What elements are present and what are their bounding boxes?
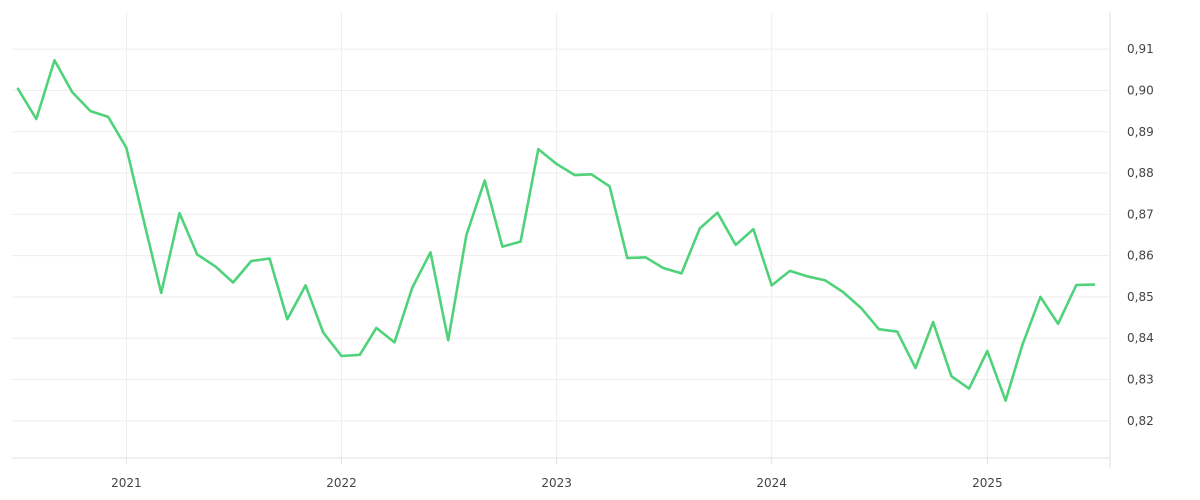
y-tick-label: 0,89 bbox=[1127, 125, 1154, 139]
x-tick-label: 2024 bbox=[756, 476, 787, 490]
y-tick-label: 0,88 bbox=[1127, 166, 1154, 180]
y-tick-label: 0,91 bbox=[1127, 42, 1154, 56]
y-tick-label: 0,82 bbox=[1127, 414, 1154, 428]
y-tick-label: 0,90 bbox=[1127, 83, 1154, 97]
x-axis-ticks: 2021 2022 2023 2024 2025 bbox=[111, 458, 1003, 490]
y-tick-label: 0,86 bbox=[1127, 249, 1154, 263]
axes bbox=[12, 12, 1111, 468]
x-tick-label: 2022 bbox=[326, 476, 357, 490]
x-tick-label: 2023 bbox=[541, 476, 572, 490]
grid bbox=[12, 12, 1110, 458]
x-tick-label: 2025 bbox=[972, 476, 1003, 490]
x-tick-label: 2021 bbox=[111, 476, 142, 490]
series-layer bbox=[16, 58, 1096, 402]
y-tick-label: 0,85 bbox=[1127, 290, 1154, 304]
y-tick-label: 0,84 bbox=[1127, 331, 1154, 345]
y-axis-ticks: 0,82 0,83 0,84 0,85 0,86 0,87 0,88 0,89 0,90 0,91 bbox=[1127, 42, 1154, 428]
y-tick-label: 0,83 bbox=[1127, 373, 1154, 387]
series-line bbox=[16, 58, 1096, 402]
y-tick-label: 0,87 bbox=[1127, 207, 1154, 221]
